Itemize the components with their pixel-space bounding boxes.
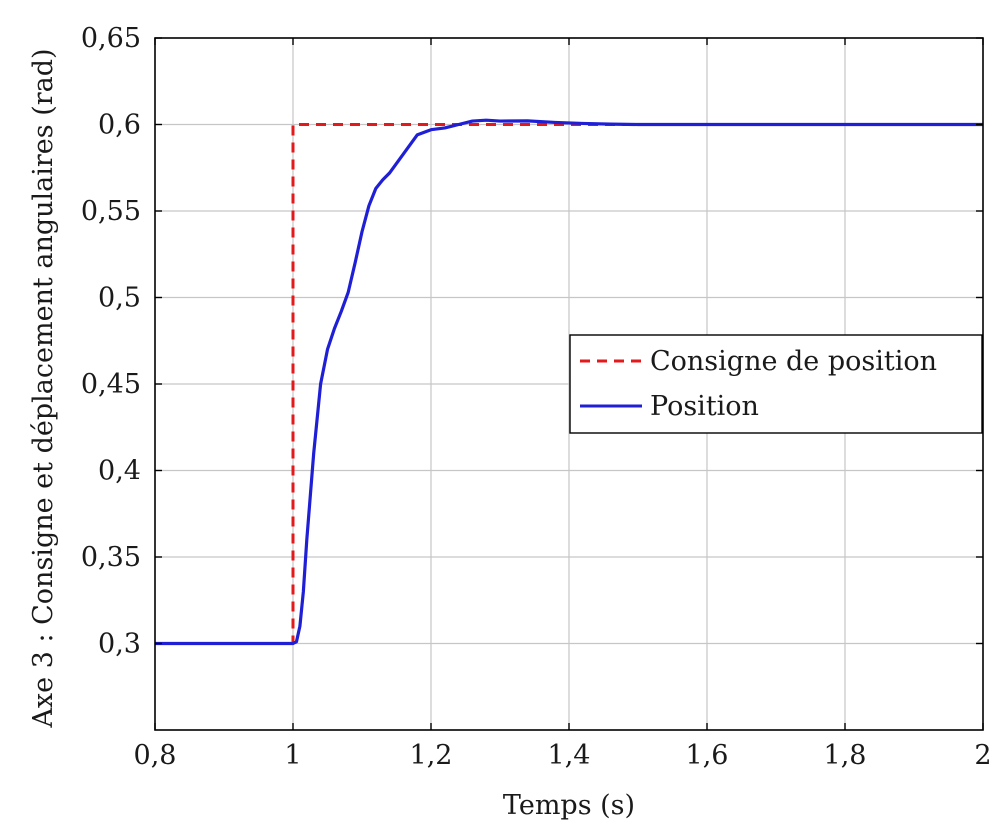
series-line-position: [155, 118, 983, 646]
y-axis-tick-labels: 0,3 0,35 0,4 0,45 0,5 0,55 0,6 0,65: [81, 23, 141, 660]
y-tick-label: 0,3: [98, 629, 141, 660]
x-tick-label: 1,6: [686, 740, 729, 771]
y-tick-label: 0,4: [98, 456, 141, 487]
y-axis-title: Axe 3 : Consigne et déplacement angulair…: [28, 48, 59, 728]
x-tick-label: 1,8: [824, 740, 867, 771]
x-axis-tick-labels: 0,8 1 1,2 1,4 1,6 1,8 2: [134, 740, 992, 771]
y-tick-label: 0,6: [98, 110, 141, 141]
x-tick-label: 2: [974, 740, 991, 771]
x-axis-title: Temps (s): [503, 790, 635, 821]
y-tick-label: 0,45: [81, 369, 141, 400]
x-tick-label: 1: [284, 740, 301, 771]
x-tick-label: 1,2: [410, 740, 453, 771]
y-tick-label: 0,65: [81, 23, 141, 54]
legend-label-position: Position: [650, 391, 759, 422]
y-tick-label: 0,55: [81, 196, 141, 227]
legend-label-consigne: Consigne de position: [650, 346, 937, 377]
legend-box: [569, 334, 983, 434]
tick-marks: [154, 37, 984, 730]
y-tick-label: 0,35: [81, 542, 141, 573]
legend: Consigne de position Position: [569, 334, 983, 434]
x-tick-label: 0,8: [134, 740, 177, 771]
series-layer: [155, 118, 983, 646]
y-tick-label: 0,5: [98, 283, 141, 314]
x-tick-label: 1,4: [548, 740, 591, 771]
